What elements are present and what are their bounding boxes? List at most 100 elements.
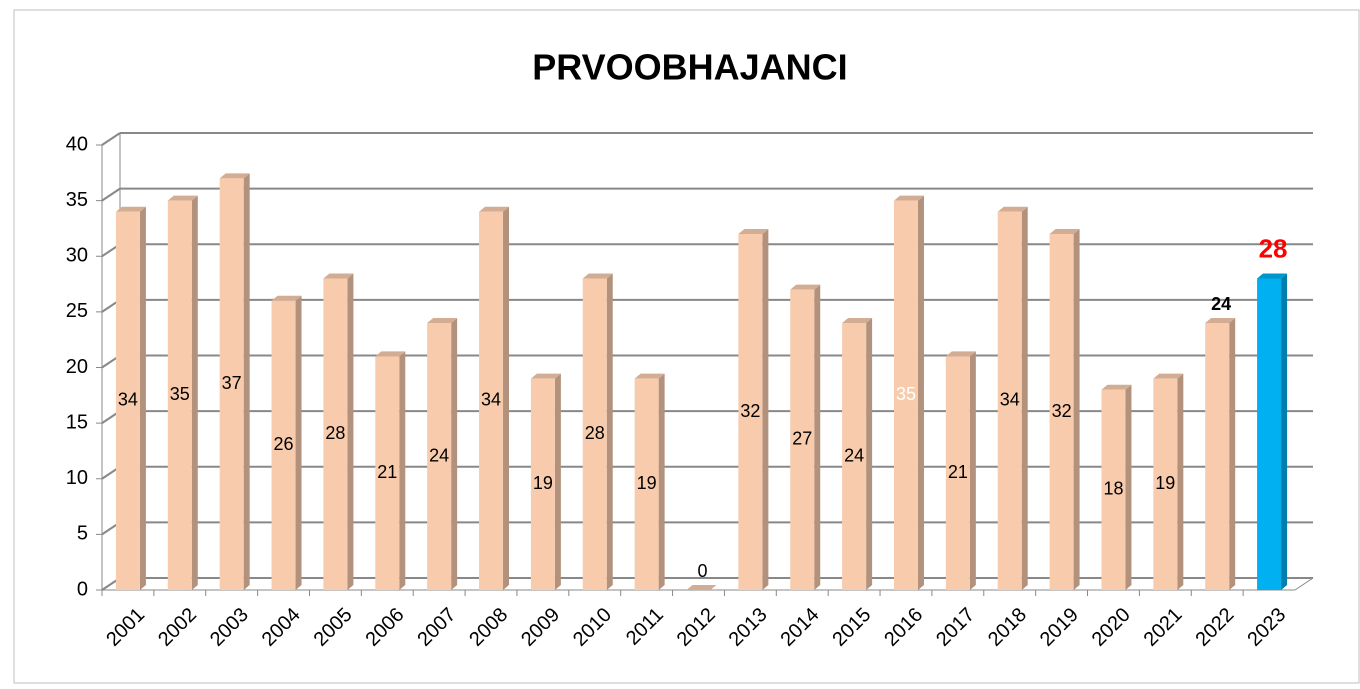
bar-top bbox=[271, 295, 302, 301]
bar-top bbox=[738, 229, 769, 234]
bar-top bbox=[1049, 229, 1080, 234]
bar bbox=[219, 178, 244, 590]
bar-top bbox=[1205, 318, 1236, 323]
bar-top bbox=[530, 373, 561, 379]
bar-top bbox=[323, 273, 354, 279]
data-label: 34 bbox=[481, 390, 501, 410]
bar-top bbox=[842, 318, 873, 323]
bar-side bbox=[347, 273, 354, 590]
bar bbox=[582, 278, 607, 590]
data-label: 18 bbox=[1103, 479, 1123, 499]
bar bbox=[1205, 323, 1230, 590]
y-tick-label: 15 bbox=[66, 411, 88, 433]
bar bbox=[997, 211, 1022, 590]
bar-top bbox=[997, 206, 1028, 212]
bar bbox=[115, 211, 140, 590]
bar bbox=[375, 356, 400, 590]
bar-top bbox=[115, 206, 146, 212]
bar bbox=[427, 323, 452, 590]
bar-side bbox=[191, 195, 198, 590]
bar-top bbox=[893, 195, 924, 201]
bar-side bbox=[295, 295, 302, 590]
bar bbox=[790, 289, 815, 590]
bar-top bbox=[479, 206, 510, 212]
y-tick-label: 35 bbox=[66, 189, 88, 211]
data-label: 28 bbox=[1259, 233, 1288, 263]
y-tick-label: 5 bbox=[77, 523, 88, 545]
data-label: 32 bbox=[1052, 401, 1072, 421]
bar-side bbox=[1021, 206, 1028, 590]
floor-edge bbox=[1294, 577, 1314, 591]
bar-top bbox=[945, 351, 976, 357]
bar bbox=[1049, 234, 1074, 590]
data-label: 0 bbox=[697, 561, 707, 581]
bar bbox=[738, 234, 763, 590]
bar-side bbox=[503, 206, 510, 590]
bar bbox=[271, 300, 296, 590]
data-label: 19 bbox=[533, 473, 553, 493]
bar bbox=[1257, 278, 1282, 590]
grid-diagonal bbox=[101, 187, 121, 202]
bar-side bbox=[1177, 373, 1184, 590]
bar-side bbox=[658, 373, 665, 590]
bar bbox=[945, 356, 970, 590]
data-label: 34 bbox=[1000, 390, 1020, 410]
bar-side bbox=[243, 173, 250, 590]
bar-top bbox=[375, 351, 406, 357]
y-tick-label: 10 bbox=[66, 467, 88, 489]
y-tick-label: 40 bbox=[66, 133, 88, 155]
bar-side bbox=[554, 373, 561, 590]
bar-side bbox=[917, 195, 924, 590]
bar-top bbox=[1153, 373, 1184, 379]
bar-top bbox=[1101, 384, 1132, 390]
bar-top bbox=[634, 373, 665, 379]
bar-side bbox=[1125, 384, 1132, 590]
data-label: 24 bbox=[1211, 294, 1231, 314]
data-label: 27 bbox=[792, 429, 812, 449]
bar-top bbox=[686, 585, 717, 590]
bar-top bbox=[582, 273, 613, 279]
bar-top bbox=[427, 318, 458, 323]
bar bbox=[323, 278, 348, 590]
data-label: 37 bbox=[222, 373, 242, 393]
bar-side bbox=[606, 273, 613, 590]
data-label: 26 bbox=[274, 434, 294, 454]
bar-top bbox=[167, 195, 198, 201]
bar-top bbox=[219, 173, 250, 179]
bar-side bbox=[1281, 273, 1288, 590]
data-label: 28 bbox=[585, 423, 605, 443]
data-label: 19 bbox=[637, 473, 657, 493]
bar-side bbox=[969, 351, 976, 590]
y-tick-label: 25 bbox=[66, 300, 88, 322]
bar-side bbox=[139, 206, 146, 590]
bar bbox=[167, 200, 192, 590]
data-label: 21 bbox=[377, 462, 397, 482]
y-tick-label: 20 bbox=[66, 356, 88, 378]
data-label: 24 bbox=[429, 445, 449, 465]
data-label: 28 bbox=[325, 423, 345, 443]
y-tick-label: 0 bbox=[77, 578, 88, 600]
y-tick-label: 30 bbox=[66, 245, 88, 267]
bar bbox=[842, 323, 867, 590]
bar-top bbox=[790, 284, 821, 290]
bar bbox=[1101, 389, 1126, 590]
bar-side bbox=[1073, 229, 1080, 590]
bar-side bbox=[814, 284, 821, 590]
grid-diagonal bbox=[101, 132, 121, 146]
bar-side bbox=[399, 351, 406, 590]
bar-side bbox=[762, 229, 769, 590]
bar-side bbox=[451, 318, 458, 590]
bar bbox=[479, 211, 504, 590]
data-label: 32 bbox=[740, 401, 760, 421]
bar-side bbox=[866, 318, 873, 590]
bar-side bbox=[1229, 318, 1236, 590]
bar bbox=[1153, 378, 1178, 590]
bar-top bbox=[1257, 273, 1288, 279]
data-label: 35 bbox=[896, 384, 916, 404]
data-label: 19 bbox=[1155, 473, 1175, 493]
chart-title: PRVOOBHAJANCI bbox=[532, 47, 847, 88]
bar bbox=[634, 378, 659, 590]
data-label: 21 bbox=[948, 462, 968, 482]
data-label: 35 bbox=[170, 384, 190, 404]
